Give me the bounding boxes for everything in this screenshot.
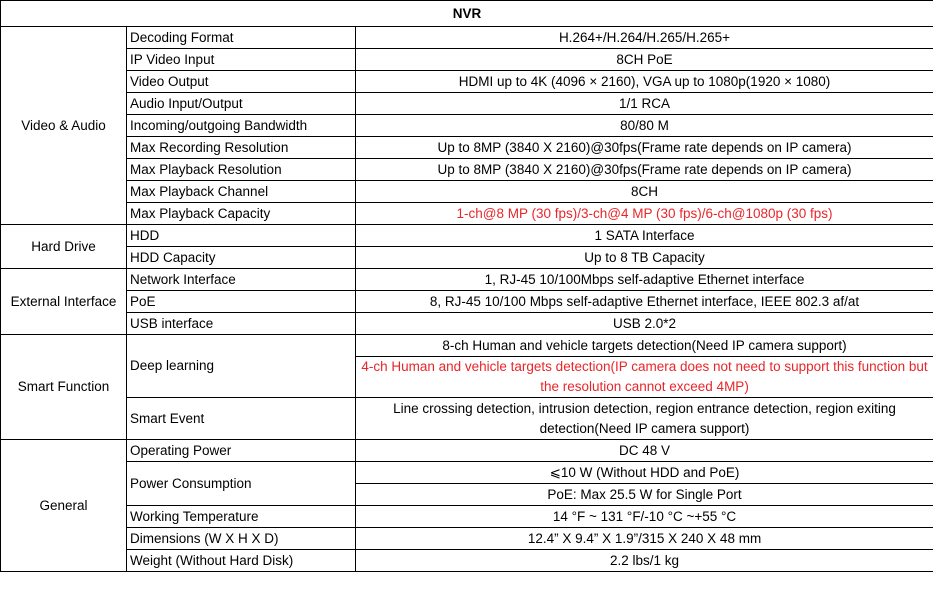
spec-value: 8, RJ-45 10/100 Mbps self-adaptive Ether… bbox=[354, 290, 933, 313]
table-row: Max Recording Resolution Up to 8MP (3840 … bbox=[1, 136, 933, 159]
spec-label: Incoming/outgoing Bandwidth bbox=[126, 114, 356, 137]
spec-label: Deep learning bbox=[126, 334, 356, 398]
table-row: General Operating Power DC 48 V bbox=[0, 439, 933, 572]
group-label: Video & Audio bbox=[0, 26, 127, 225]
group-label: Hard Drive bbox=[0, 224, 127, 269]
table-row: Smart Event Line crossing detection, intr… bbox=[1, 397, 933, 440]
spec-value: H.264+/H.264/H.265/H.265+ bbox=[354, 26, 933, 49]
spec-label: Weight (Without Hard Disk) bbox=[126, 549, 356, 572]
table-row: External Interface Network Interface 1, RJ… bbox=[0, 268, 933, 335]
table-row: Max Playback Capacity 1-ch@8 MP (30 fps)/… bbox=[1, 202, 933, 225]
table-row: Video & Audio Decoding Format H.264+/H.264… bbox=[0, 26, 933, 225]
spec-table: NVR Video & Audio Decoding Format H.264+/H… bbox=[0, 0, 933, 572]
spec-label: USB interface bbox=[126, 312, 356, 335]
table-row: USB interface USB 2.0*2 bbox=[1, 312, 933, 335]
spec-value: Up to 8MP (3840 X 2160)@30fps(Frame rate… bbox=[354, 136, 933, 159]
spec-value: 1-ch@8 MP (30 fps)/3-ch@4 MP (30 fps)/6-… bbox=[354, 202, 933, 225]
table-row: Smart Function Deep learning 8-ch Human an… bbox=[0, 334, 933, 440]
spec-value: 12.4” X 9.4” X 1.9”/315 X 240 X 48 mm bbox=[354, 527, 933, 550]
table-row: Video Output HDMI up to 4K (4096 × 2160),… bbox=[1, 70, 933, 93]
table-row: PoE 8, RJ-45 10/100 Mbps self-adaptive Et… bbox=[1, 290, 933, 313]
spec-value: 80/80 M bbox=[354, 114, 933, 137]
spec-value: 14 °F ~ 131 °F/-10 °C ~+55 °C bbox=[354, 505, 933, 528]
spec-value: 8-ch Human and vehicle targets detection… bbox=[354, 334, 933, 357]
table-row: Max Playback Resolution Up to 8MP (3840 X… bbox=[1, 158, 933, 181]
table-row: Hard Drive HDD 1 SATA Interface bbox=[0, 224, 933, 269]
spec-value: USB 2.0*2 bbox=[354, 312, 933, 335]
header-row: NVR bbox=[0, 0, 933, 27]
spec-value: 4-ch Human and vehicle targets detection… bbox=[354, 356, 933, 398]
spec-label: Network Interface bbox=[126, 268, 356, 291]
table-row: 4-ch Human and vehicle targets detection… bbox=[1, 356, 933, 398]
table-row: Audio Input/Output 1/1 RCA bbox=[1, 92, 933, 115]
group-label: General bbox=[0, 439, 127, 572]
spec-value: Up to 8MP (3840 X 2160)@30fps(Frame rate… bbox=[354, 158, 933, 181]
spec-value: 8CH PoE bbox=[354, 48, 933, 71]
spec-value: DC 48 V bbox=[354, 439, 933, 462]
spec-label: Max Recording Resolution bbox=[126, 136, 356, 159]
spec-value: 1 SATA Interface bbox=[354, 224, 933, 247]
group-label: External Interface bbox=[0, 268, 127, 335]
spec-label: Max Playback Resolution bbox=[126, 158, 356, 181]
spec-label: Max Playback Channel bbox=[126, 180, 356, 203]
group-label: Smart Function bbox=[0, 334, 127, 440]
spec-label: Decoding Format bbox=[126, 26, 356, 49]
table-row: Max Playback Channel 8CH bbox=[1, 180, 933, 203]
spec-label: Audio Input/Output bbox=[126, 92, 356, 115]
table-row: HDD Capacity Up to 8 TB Capacity bbox=[1, 246, 933, 269]
spec-value: 8CH bbox=[354, 180, 933, 203]
table-title: NVR bbox=[0, 0, 933, 27]
table-row: Power Consumption ⩽10 W (Without HDD and … bbox=[1, 461, 933, 506]
spec-label: HDD Capacity bbox=[126, 246, 356, 269]
spec-value: HDMI up to 4K (4096 × 2160), VGA up to 1… bbox=[354, 70, 933, 93]
table-row: Incoming/outgoing Bandwidth 80/80 M bbox=[1, 114, 933, 137]
spec-value: 1/1 RCA bbox=[354, 92, 933, 115]
spec-label: Dimensions (W X H X D) bbox=[126, 527, 356, 550]
spec-label: Operating Power bbox=[126, 439, 356, 462]
spec-label: PoE bbox=[126, 290, 356, 313]
table-row: Working Temperature 14 °F ~ 131 °F/-10 °C… bbox=[1, 505, 933, 528]
spec-value: Up to 8 TB Capacity bbox=[354, 246, 933, 269]
spec-label: Video Output bbox=[126, 70, 356, 93]
spec-label: IP Video Input bbox=[126, 48, 356, 71]
spec-value: ⩽10 W (Without HDD and PoE) bbox=[354, 461, 933, 484]
spec-value: Line crossing detection, intrusion detec… bbox=[354, 397, 933, 440]
spec-value: 2.2 lbs/1 kg bbox=[354, 549, 933, 572]
table-row: Weight (Without Hard Disk) 2.2 lbs/1 kg bbox=[1, 549, 933, 572]
spec-label: Working Temperature bbox=[126, 505, 356, 528]
table-row: Dimensions (W X H X D) 12.4” X 9.4” X 1.9… bbox=[1, 527, 933, 550]
spec-label: Smart Event bbox=[126, 397, 356, 440]
spec-label: Power Consumption bbox=[126, 461, 356, 506]
spec-label: HDD bbox=[126, 224, 356, 247]
spec-label: Max Playback Capacity bbox=[126, 202, 356, 225]
spec-value: 1, RJ-45 10/100Mbps self-adaptive Ethern… bbox=[354, 268, 933, 291]
table-row: IP Video Input 8CH PoE bbox=[1, 48, 933, 71]
spec-value: PoE: Max 25.5 W for Single Port bbox=[354, 483, 933, 506]
